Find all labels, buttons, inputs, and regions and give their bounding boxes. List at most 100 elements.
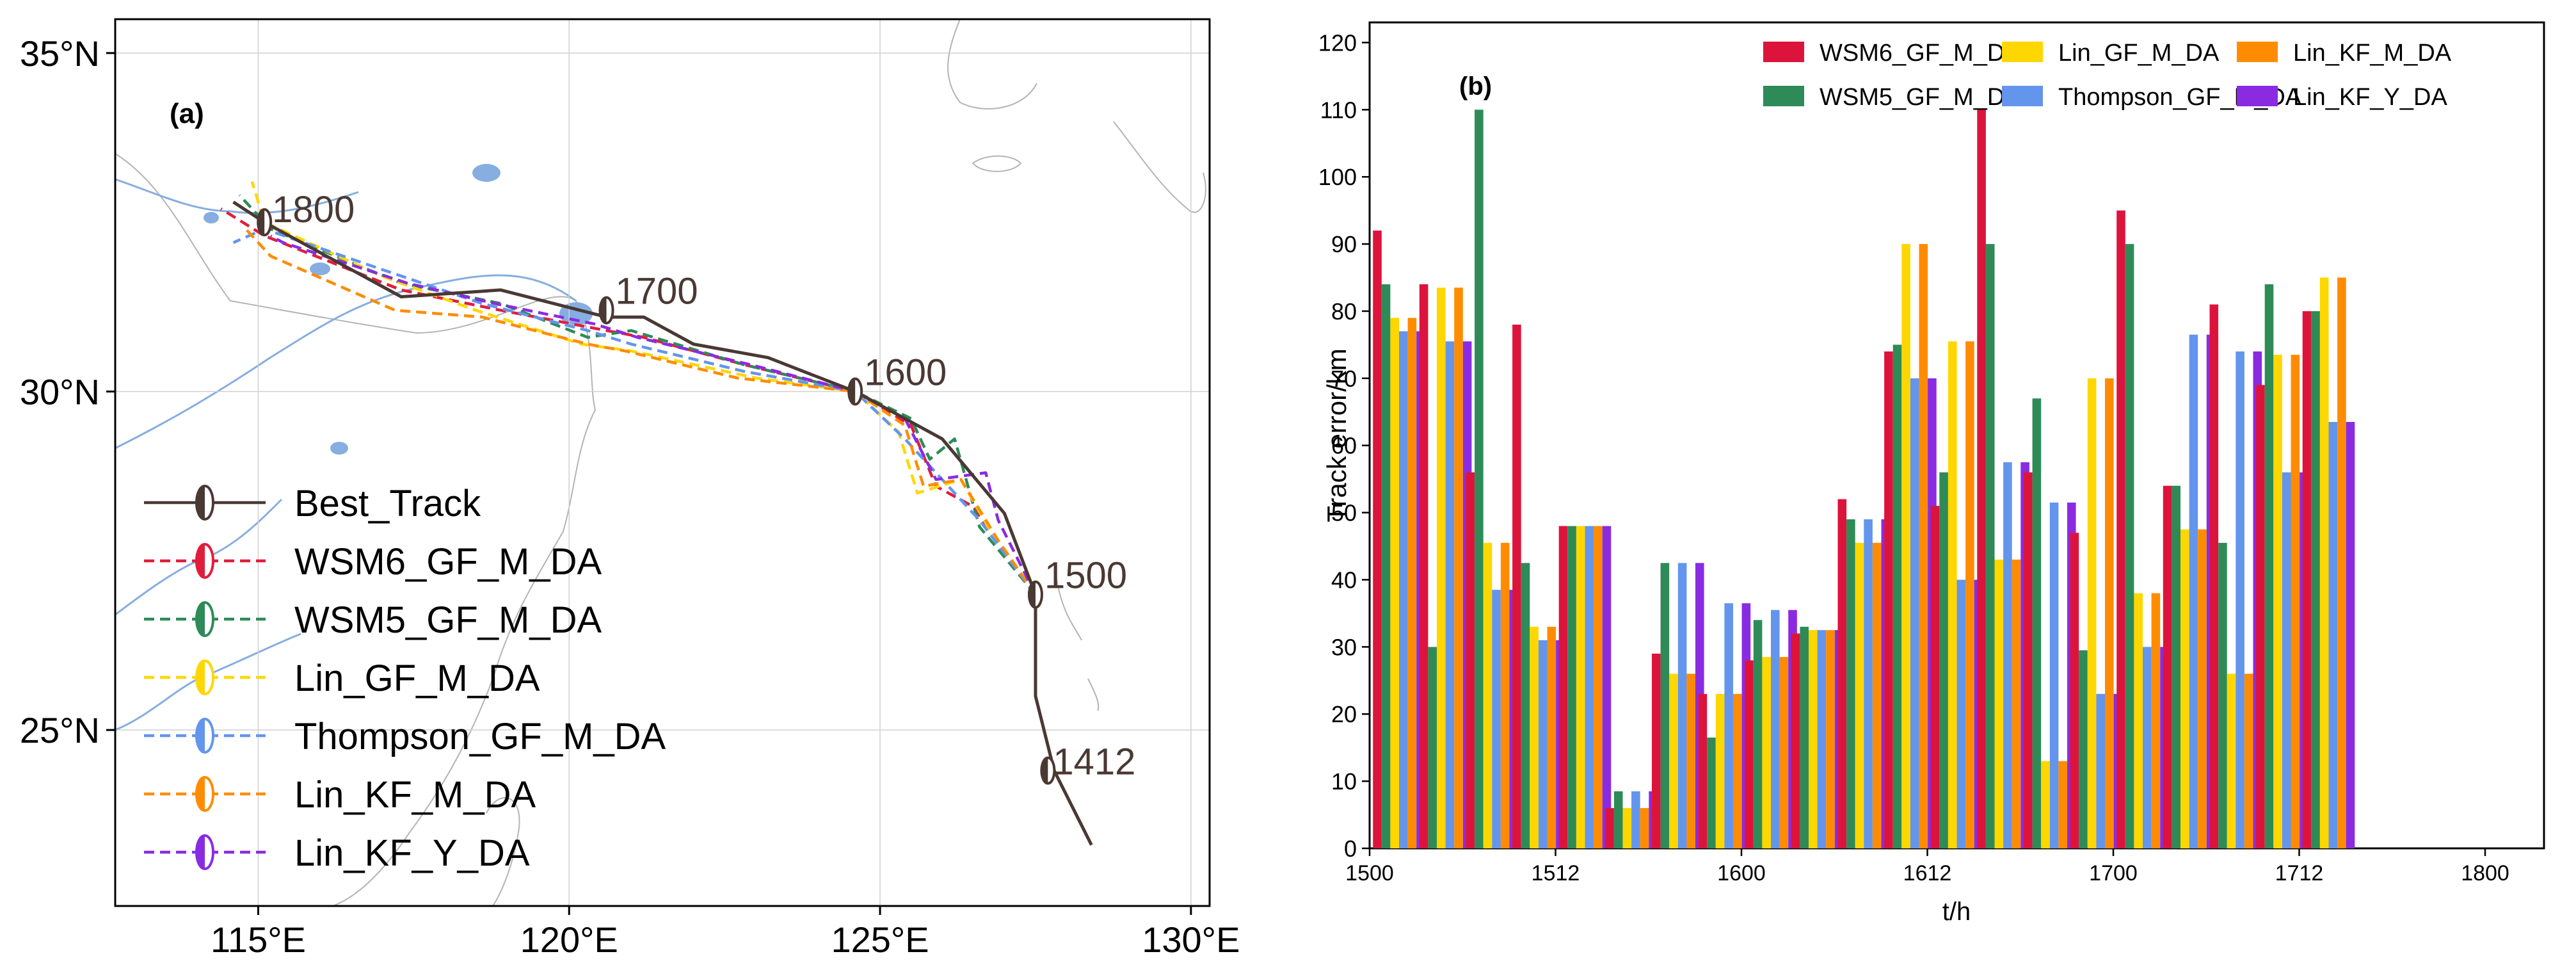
bar-thompson-gf-m-da <box>1956 579 1966 848</box>
y-tick-label: 30 <box>1331 634 1357 660</box>
bar-lin-kf-m-da <box>1872 542 1882 848</box>
legend-entry-best-track: Best_Track <box>144 483 481 524</box>
bar-wsm5-gf-m-da <box>1613 791 1623 848</box>
bar-wsm6-gf-m-da <box>1791 633 1800 848</box>
x-tick-label: 1612 <box>1903 861 1952 885</box>
bar-lin-kf-m-da <box>2058 761 2067 848</box>
bar-legend-swatch <box>2237 86 2278 106</box>
bar-wsm5-gf-m-da <box>1660 563 1670 848</box>
bar-lin-kf-m-da <box>2012 560 2021 848</box>
bar-wsm6-gf-m-da <box>2302 311 2312 848</box>
bar-legend-entry-wsm6-gf-m-da: WSM6_GF_M_DA <box>1763 40 2021 67</box>
time-label: 1500 <box>1044 555 1127 597</box>
bar-wsm5-gf-m-da <box>2172 485 2180 848</box>
bar-legend-swatch <box>2002 42 2043 62</box>
bar-lin-kf-m-da <box>2291 355 2300 848</box>
bar-lin-kf-m-da <box>2337 277 2346 848</box>
bar-thompson-gf-m-da <box>1445 341 1455 848</box>
y-tick-label: 80 <box>1331 298 1357 325</box>
bar-legend-entry-lin-kf-y-da: Lin_KF_Y_DA <box>2237 84 2447 111</box>
bar-thompson-gf-m-da <box>1631 791 1640 848</box>
bar-lin-kf-m-da <box>1500 542 1510 848</box>
map-frame <box>114 18 1211 907</box>
bar-wsm6-gf-m-da <box>1698 693 1708 848</box>
x-tick-label: 1712 <box>2275 861 2324 885</box>
bar-lin-kf-m-da <box>1965 341 1974 848</box>
y-tick-label: 60 <box>1331 433 1357 459</box>
y-tick-label: 10 <box>1331 768 1357 795</box>
bar-wsm6-gf-m-da <box>1558 526 1568 848</box>
bar-wsm5-gf-m-da <box>1892 344 1902 848</box>
bar-wsm5-gf-m-da <box>1800 626 1809 848</box>
typhoon-symbol-fill <box>600 297 607 323</box>
bar-wsm6-gf-m-da <box>1977 109 1986 848</box>
bar-thompson-gf-m-da <box>1538 640 1548 848</box>
ryukyu-islands <box>1055 576 1100 711</box>
bar-wsm5-gf-m-da <box>2032 398 2042 848</box>
track-line-best-track <box>232 200 1093 846</box>
y-tick-label: 120 <box>1318 29 1357 56</box>
bar-wsm5-gf-m-da <box>1939 472 1948 848</box>
bar-lin-gf-m-da <box>1622 808 1632 848</box>
bar-wsm6-gf-m-da <box>1605 808 1614 848</box>
bar-series-group <box>1373 109 2355 849</box>
river-north <box>115 178 359 214</box>
bar-wsm6-gf-m-da <box>2070 533 2079 848</box>
legend-symbol-fill <box>196 719 205 752</box>
time-label: 1700 <box>616 271 698 312</box>
panel-label-b: (b) <box>1459 72 1492 101</box>
legend-label: WSM5_GF_M_DA <box>294 599 602 641</box>
bar-lin-gf-m-da <box>1576 526 1585 848</box>
bar-legend-swatch <box>1763 42 1804 62</box>
bar-wsm6-gf-m-da <box>1884 351 1893 848</box>
panel-label-a: (a) <box>170 98 204 129</box>
taiwan-coastline <box>486 797 520 906</box>
bar-lin-kf-m-da <box>1686 674 1695 848</box>
bar-lin-kf-m-da <box>1594 526 1603 848</box>
legend-symbol-fill <box>196 661 205 694</box>
y-tick-label: 0 <box>1344 836 1357 862</box>
bar-thompson-gf-m-da <box>1864 519 1873 848</box>
x-axis-ticks: 1500 1512 1600 1612 1700 1712 1800 <box>1345 848 2509 885</box>
bar-lin-gf-m-da <box>2273 355 2282 848</box>
bar-lin-kf-m-da <box>1640 808 1649 848</box>
legend-symbol-fill <box>196 836 205 869</box>
bar-lin-gf-m-da <box>1669 674 1678 848</box>
legend-entry-thompson-gf-m-da: Thompson_GF_M_DA <box>144 716 666 757</box>
legend-label: WSM6_GF_M_DA <box>294 541 602 583</box>
bar-wsm6-gf-m-da <box>2116 210 2125 848</box>
coastline <box>115 153 596 906</box>
typhoon-symbol-fill <box>1041 757 1048 784</box>
bar-wsm5-gf-m-da <box>1567 526 1576 848</box>
jeju-island <box>972 155 1022 172</box>
bar-lin-kf-m-da <box>1407 318 1417 848</box>
map-gridlines <box>115 19 1210 906</box>
bar-thompson-gf-m-da <box>2282 472 2291 848</box>
y-tick-label: 70 <box>1331 366 1357 392</box>
bar-lin-kf-y-da <box>2346 422 2355 848</box>
bar-lin-gf-m-da <box>2041 761 2050 848</box>
bar-thompson-gf-m-da <box>2189 334 2198 848</box>
x-tick-label: 1800 <box>2461 861 2509 885</box>
lake <box>310 263 330 275</box>
typhoon-symbol-fill <box>849 378 856 405</box>
x-tick-label: 1600 <box>1717 861 1766 885</box>
bar-thompson-gf-m-da <box>2236 351 2244 848</box>
legend-label: Thompson_GF_M_DA <box>294 716 666 757</box>
legend-entry-wsm5-gf-m-da: WSM5_GF_M_DA <box>144 599 602 641</box>
bar-wsm5-gf-m-da <box>1381 284 1391 848</box>
y-tick-label: 40 <box>1331 567 1357 593</box>
bar-legend-entry-wsm5-gf-m-da: WSM5_GF_M_DA <box>1763 84 2021 111</box>
bar-lin-kf-m-da <box>1779 657 1789 848</box>
bar-wsm6-gf-m-da <box>2024 472 2033 848</box>
bar-wsm5-gf-m-da <box>1521 563 1530 848</box>
x-tick-label: 1512 <box>1532 861 1580 885</box>
bar-wsm6-gf-m-da <box>1373 230 1382 849</box>
legend-label: Best_Track <box>294 483 481 524</box>
y-axis-label: Track error/km <box>1322 348 1352 522</box>
bar-wsm5-gf-m-da <box>2264 284 2274 848</box>
bar-wsm5-gf-m-da <box>1707 738 1716 848</box>
bar-lin-gf-m-da <box>1855 542 1864 848</box>
y-tick-label: 100 <box>1318 164 1357 190</box>
bar-wsm6-gf-m-da <box>1930 506 1940 848</box>
